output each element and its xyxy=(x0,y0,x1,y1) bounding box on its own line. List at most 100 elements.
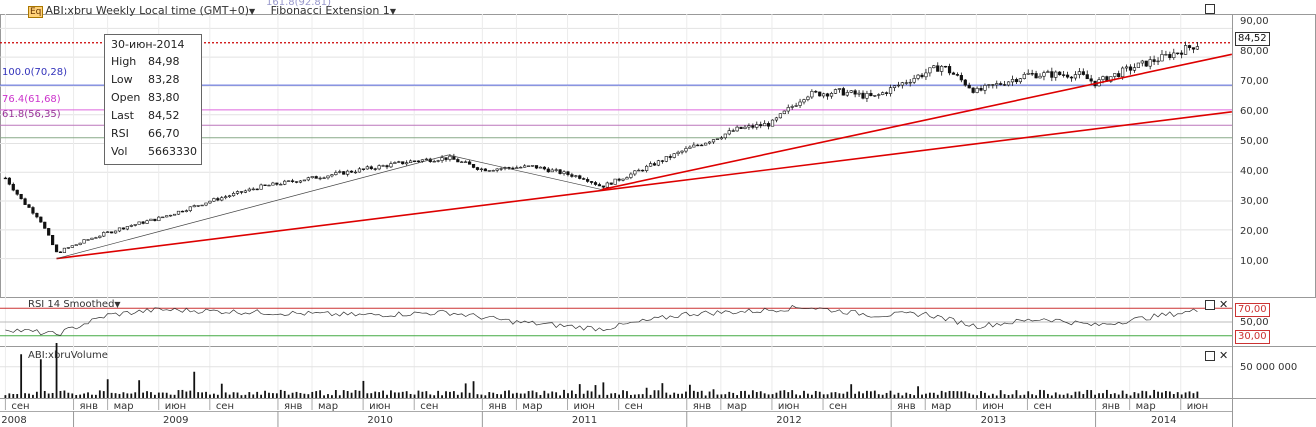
volume-bar xyxy=(413,394,416,398)
volume-bar xyxy=(692,390,695,398)
month-label: мар xyxy=(727,401,747,412)
candle-body xyxy=(857,92,861,95)
volume-bar xyxy=(1035,395,1037,398)
candle-body xyxy=(1113,73,1117,77)
volume-bar xyxy=(114,393,117,398)
candle-body xyxy=(43,221,47,229)
price-tick-label: 70,00 xyxy=(1240,76,1269,87)
volume-bar xyxy=(272,393,274,398)
candle-body xyxy=(247,188,251,192)
volume-bar xyxy=(783,390,786,398)
volume-bar xyxy=(173,394,176,398)
volume-bar xyxy=(602,382,605,398)
candle-body xyxy=(1030,73,1034,75)
volume-bar xyxy=(1141,390,1144,398)
tooltip-row: RSI 66,70 xyxy=(111,127,180,140)
volume-bar xyxy=(98,390,101,398)
volume-bar xyxy=(220,383,223,398)
volume-bar xyxy=(1165,391,1167,398)
candle-body xyxy=(287,180,291,182)
month-label: июн xyxy=(778,401,799,412)
chart-header: Eq ABI:xbru Weekly Local time (GMT+0)▼ Fi… xyxy=(28,4,396,18)
close-icon[interactable]: ✕ xyxy=(1219,349,1229,362)
volume-bar xyxy=(393,392,396,398)
candle-body xyxy=(35,212,39,218)
candle-body xyxy=(54,244,59,253)
candle-body xyxy=(987,84,991,86)
symbol-dropdown[interactable]: ABI:xbru Weekly Local time (GMT+0)▼ xyxy=(45,4,255,17)
volume-bar xyxy=(523,393,526,398)
volume-bar xyxy=(63,390,66,398)
candle-body xyxy=(912,78,916,83)
volume-bar xyxy=(940,390,943,398)
rsi-lower-box: 30,00 xyxy=(1235,330,1270,344)
volume-bar xyxy=(700,390,703,398)
candle-body xyxy=(530,165,535,167)
volume-bar xyxy=(452,391,455,398)
candle-body xyxy=(723,133,727,139)
month-label: янв xyxy=(488,401,507,412)
volume-bar xyxy=(472,381,475,398)
volume-bar xyxy=(1082,394,1085,398)
candle-body xyxy=(648,163,653,167)
candle-body xyxy=(613,178,617,185)
candle-body xyxy=(1034,73,1038,79)
candle-body xyxy=(814,91,818,93)
volume-bar xyxy=(87,392,89,398)
volume-bar xyxy=(1180,394,1183,398)
rsi-title-dropdown[interactable]: RSI 14 Smoothed▼ xyxy=(28,299,121,310)
candle-body xyxy=(1109,76,1113,82)
volume-bar xyxy=(35,391,38,398)
candle-body xyxy=(924,72,928,78)
volume-bar xyxy=(8,393,11,398)
candle-body xyxy=(538,166,543,169)
volume-bar xyxy=(728,391,731,398)
volume-bar xyxy=(858,391,860,398)
volume-bar xyxy=(4,395,7,398)
volume-bar xyxy=(822,394,825,398)
volume-bar xyxy=(236,392,239,398)
candle-body xyxy=(47,228,51,236)
maximize-panel-icon[interactable] xyxy=(1205,351,1215,361)
volume-bar xyxy=(1117,394,1120,398)
volume-bar xyxy=(1050,395,1053,398)
year-label: 2009 xyxy=(163,415,188,426)
volume-bar xyxy=(142,392,144,398)
candle-body xyxy=(1180,52,1184,55)
volume-bar xyxy=(1011,394,1014,398)
candle-body xyxy=(550,169,554,173)
candle-body xyxy=(507,167,511,169)
candle-body xyxy=(271,182,275,186)
candle-body xyxy=(436,160,440,162)
candle-body xyxy=(660,160,664,162)
candle-body xyxy=(896,84,901,87)
study-dropdown[interactable]: Fibonacci Extension 1▼ xyxy=(271,4,396,17)
maximize-panel-icon[interactable] xyxy=(1205,4,1215,14)
volume-bar xyxy=(582,393,585,398)
volume-bar xyxy=(669,394,672,398)
price-tick-label: 50,00 xyxy=(1240,136,1269,147)
candle-body xyxy=(188,206,192,211)
close-icon[interactable]: ✕ xyxy=(1219,298,1229,311)
candle-body xyxy=(672,153,676,158)
maximize-panel-icon[interactable] xyxy=(1205,300,1215,310)
candle-body xyxy=(621,178,625,181)
volume-bar xyxy=(1121,390,1124,398)
rsi-title: RSI 14 Smoothed xyxy=(28,299,115,310)
volume-bar xyxy=(1109,394,1112,398)
volume-bar xyxy=(83,393,85,398)
volume-bar xyxy=(893,394,896,398)
volume-bar xyxy=(1074,391,1077,398)
candle-body xyxy=(342,171,346,175)
volume-bar xyxy=(232,392,235,398)
candle-body xyxy=(145,220,149,224)
candle-body xyxy=(578,175,582,179)
volume-bar xyxy=(649,394,652,398)
candle-body xyxy=(471,164,476,168)
volume-bar xyxy=(928,392,931,398)
tooltip-row: Vol 5663330 xyxy=(111,145,197,158)
volume-bar xyxy=(1157,391,1159,398)
candle-body xyxy=(637,169,641,172)
candle-body xyxy=(664,156,668,162)
candle-body xyxy=(755,124,759,128)
